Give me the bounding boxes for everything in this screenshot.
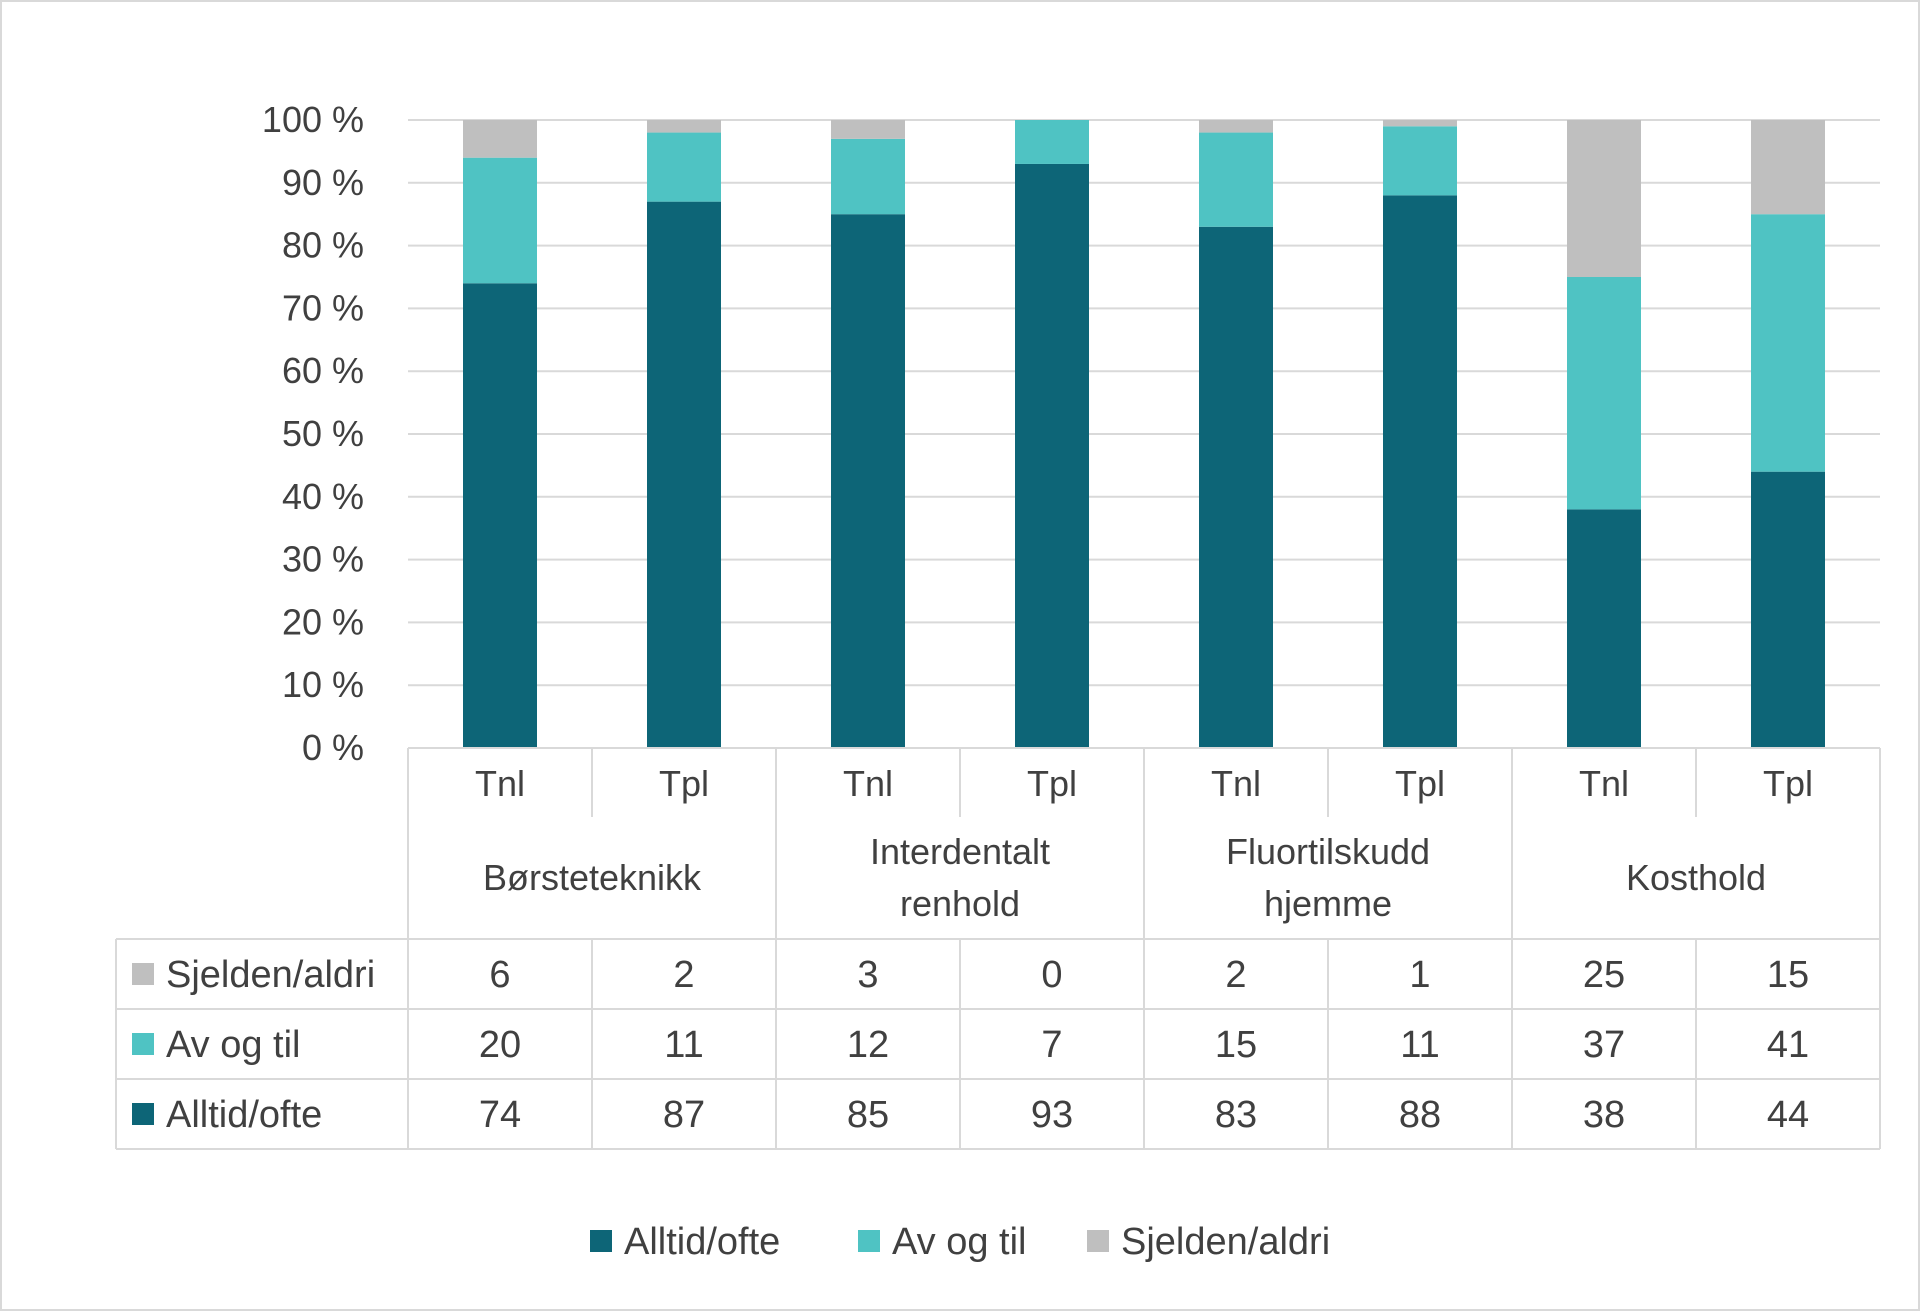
table-value: 11 [664, 1024, 703, 1066]
y-tick-label: 80 % [282, 225, 364, 266]
bar-sjelden-aldri [1199, 120, 1273, 133]
y-tick-label: 0 % [302, 727, 364, 768]
table-value: 15 [1215, 1024, 1257, 1066]
category-label: Tpl [1763, 763, 1813, 804]
y-tick-label: 50 % [282, 413, 364, 454]
legend-key [858, 1230, 880, 1252]
group-label: renhold [900, 883, 1020, 924]
category-label: Tnl [1211, 763, 1261, 804]
table-value: 20 [479, 1024, 521, 1066]
bar-alltid-ofte [831, 214, 905, 748]
legend-key [590, 1230, 612, 1252]
bar-av-og-til [1383, 126, 1457, 196]
table-value: 25 [1583, 954, 1625, 996]
legend-key [1087, 1230, 1109, 1252]
category-label: Tnl [843, 763, 893, 804]
category-label: Tnl [1579, 763, 1629, 804]
bar-alltid-ofte [647, 201, 721, 748]
bar-sjelden-aldri [831, 120, 905, 139]
table-value: 38 [1583, 1094, 1625, 1136]
category-label: Tnl [475, 763, 525, 804]
y-tick-label: 40 % [282, 476, 364, 517]
y-tick-label: 70 % [282, 287, 364, 328]
group-label: Børsteteknikk [483, 857, 702, 898]
table-legend-key [132, 963, 154, 985]
bar-av-og-til [1015, 120, 1089, 164]
table-row-label: Av og til [166, 1024, 300, 1066]
table-value: 15 [1767, 954, 1809, 996]
bar-sjelden-aldri [1751, 120, 1825, 215]
table-value: 88 [1399, 1094, 1441, 1136]
y-tick-label: 100 % [262, 99, 364, 140]
table-value: 3 [857, 954, 878, 996]
table-legend-key [132, 1103, 154, 1125]
table-value: 6 [489, 954, 510, 996]
bar-alltid-ofte [1383, 195, 1457, 749]
table-value: 2 [1225, 954, 1246, 996]
bar-av-og-til [1751, 214, 1825, 472]
group-label: Fluortilskudd [1226, 831, 1430, 872]
table-value: 93 [1031, 1094, 1073, 1136]
bar-alltid-ofte [1199, 226, 1273, 748]
table-value: 1 [1409, 954, 1430, 996]
table-value: 37 [1583, 1024, 1625, 1066]
table-value: 12 [847, 1024, 889, 1066]
y-tick-label: 60 % [282, 350, 364, 391]
legend-label: Sjelden/aldri [1121, 1221, 1330, 1263]
bar-av-og-til [647, 132, 721, 202]
table-legend-key [132, 1033, 154, 1055]
table-row-label: Alltid/ofte [166, 1094, 322, 1136]
y-tick-label: 90 % [282, 162, 364, 203]
bar-alltid-ofte [1015, 163, 1089, 748]
group-label: Interdentalt [870, 831, 1050, 872]
group-label: hjemme [1264, 883, 1392, 924]
table-value: 41 [1767, 1024, 1809, 1066]
bar-av-og-til [831, 138, 905, 215]
bar-alltid-ofte [1751, 471, 1825, 748]
table-value: 74 [479, 1094, 521, 1136]
legend-label: Alltid/ofte [624, 1221, 780, 1263]
category-label: Tpl [659, 763, 709, 804]
table-value: 85 [847, 1094, 889, 1136]
bar-sjelden-aldri [647, 120, 721, 133]
table-value: 0 [1041, 954, 1062, 996]
bar-av-og-til [1567, 277, 1641, 510]
y-tick-label: 10 % [282, 664, 364, 705]
bar-sjelden-aldri [463, 120, 537, 158]
legend-label: Av og til [892, 1221, 1026, 1263]
group-label: Kosthold [1626, 857, 1766, 898]
category-label: Tpl [1395, 763, 1445, 804]
bar-alltid-ofte [1567, 509, 1641, 748]
table-value: 11 [1400, 1024, 1439, 1066]
y-tick-label: 20 % [282, 601, 364, 642]
table-value: 2 [673, 954, 694, 996]
table-row-label: Sjelden/aldri [166, 954, 375, 996]
bar-sjelden-aldri [1383, 120, 1457, 127]
bar-av-og-til [463, 157, 537, 284]
y-tick-label: 30 % [282, 539, 364, 580]
table-value: 7 [1041, 1024, 1062, 1066]
table-value: 83 [1215, 1094, 1257, 1136]
bar-sjelden-aldri [1567, 120, 1641, 277]
bar-alltid-ofte [463, 283, 537, 748]
category-label: Tpl [1027, 763, 1077, 804]
table-value: 87 [663, 1094, 705, 1136]
table-value: 44 [1767, 1094, 1809, 1136]
bar-av-og-til [1199, 132, 1273, 227]
